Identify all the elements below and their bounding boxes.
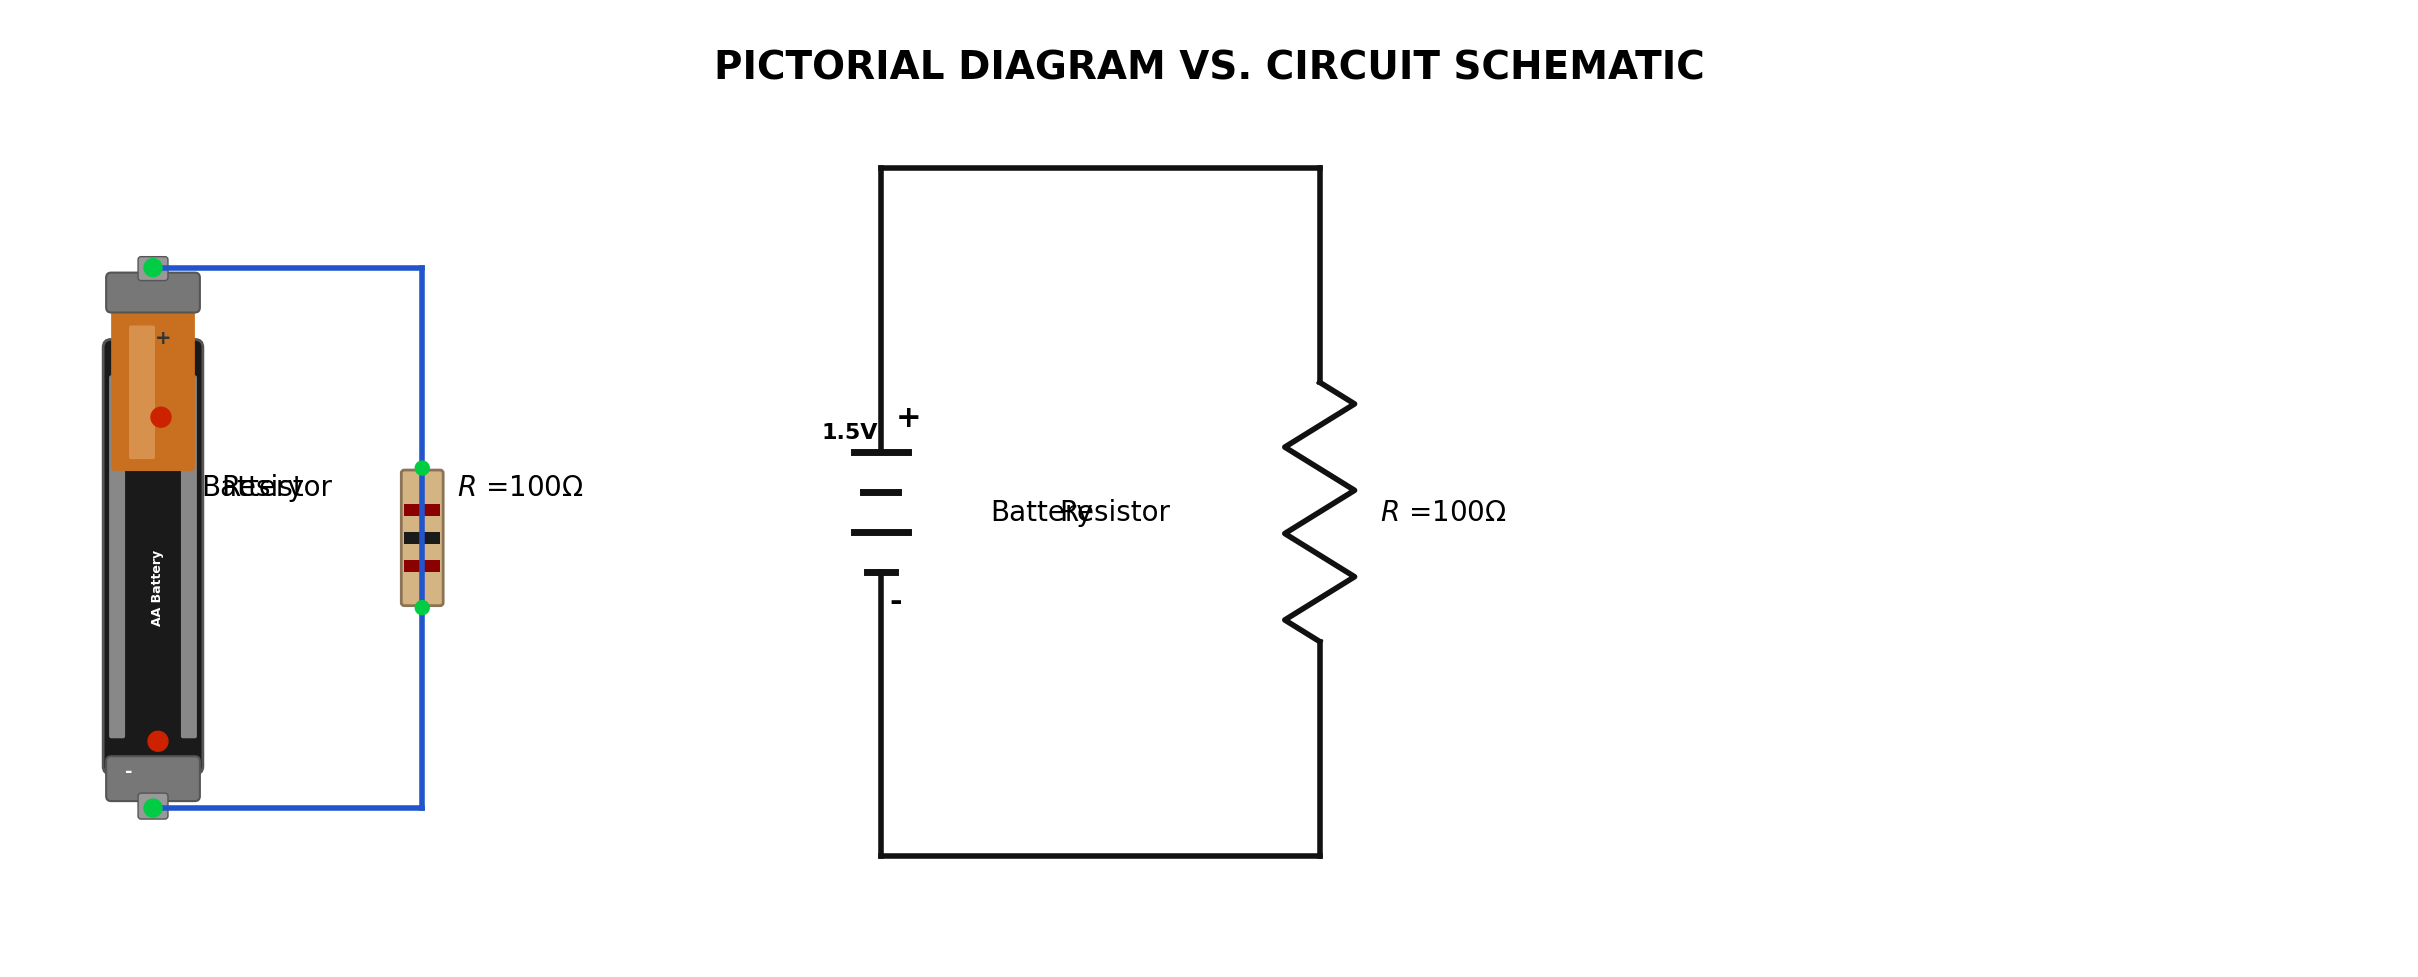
Circle shape bbox=[150, 407, 172, 428]
Circle shape bbox=[145, 799, 162, 817]
Bar bbox=[404, 560, 440, 573]
FancyBboxPatch shape bbox=[128, 326, 155, 459]
Text: 1.5V: 1.5V bbox=[822, 423, 878, 443]
Text: AA Battery: AA Battery bbox=[152, 549, 164, 625]
Text: $R$ =100Ω: $R$ =100Ω bbox=[1381, 498, 1506, 527]
FancyBboxPatch shape bbox=[109, 376, 126, 739]
Text: Resistor: Resistor bbox=[222, 474, 334, 501]
FancyBboxPatch shape bbox=[111, 304, 196, 472]
Text: $R$ =100Ω: $R$ =100Ω bbox=[457, 474, 583, 501]
FancyBboxPatch shape bbox=[104, 340, 203, 775]
Text: PICTORIAL DIAGRAM VS. CIRCUIT SCHEMATIC: PICTORIAL DIAGRAM VS. CIRCUIT SCHEMATIC bbox=[713, 49, 1705, 87]
Bar bbox=[404, 532, 440, 544]
Circle shape bbox=[147, 732, 167, 751]
Text: -: - bbox=[126, 762, 133, 781]
Bar bbox=[404, 504, 440, 517]
Text: -: - bbox=[890, 587, 902, 616]
Text: Battery: Battery bbox=[991, 498, 1093, 527]
FancyBboxPatch shape bbox=[106, 274, 201, 314]
Text: Resistor: Resistor bbox=[1059, 498, 1170, 527]
Text: Battery: Battery bbox=[201, 474, 305, 501]
FancyBboxPatch shape bbox=[138, 793, 167, 820]
FancyBboxPatch shape bbox=[401, 471, 442, 606]
Circle shape bbox=[416, 461, 430, 476]
Text: +: + bbox=[897, 404, 921, 433]
Circle shape bbox=[145, 259, 162, 277]
FancyBboxPatch shape bbox=[181, 376, 196, 739]
Text: +: + bbox=[155, 328, 172, 348]
FancyBboxPatch shape bbox=[138, 257, 167, 281]
FancyBboxPatch shape bbox=[106, 756, 201, 801]
Circle shape bbox=[416, 601, 430, 615]
